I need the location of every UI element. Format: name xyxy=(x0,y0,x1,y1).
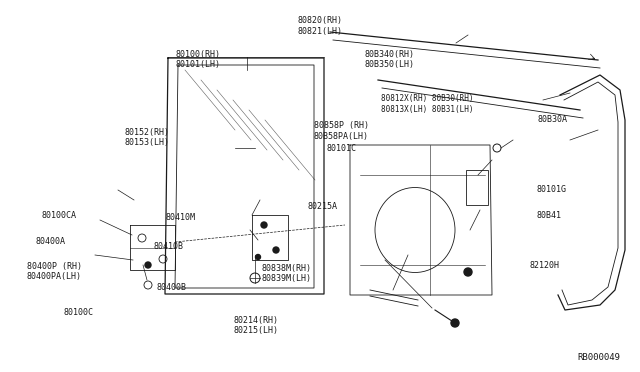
Text: 80400P (RH)
80400PA(LH): 80400P (RH) 80400PA(LH) xyxy=(27,262,82,281)
Text: 80101G: 80101G xyxy=(536,185,566,194)
Text: 80100C: 80100C xyxy=(64,308,94,317)
Text: 80410M: 80410M xyxy=(165,213,195,222)
Text: 80100(RH)
80101(LH): 80100(RH) 80101(LH) xyxy=(176,50,221,69)
Text: 80400B: 80400B xyxy=(157,283,187,292)
Text: 80820(RH)
80821(LH): 80820(RH) 80821(LH) xyxy=(298,16,342,36)
Text: 80838M(RH)
80839M(LH): 80838M(RH) 80839M(LH) xyxy=(261,264,311,283)
Circle shape xyxy=(145,262,151,268)
Text: 80215A: 80215A xyxy=(307,202,337,211)
Text: 80101C: 80101C xyxy=(326,144,356,153)
Circle shape xyxy=(451,319,459,327)
Text: 82120H: 82120H xyxy=(530,262,560,270)
Circle shape xyxy=(261,222,267,228)
Text: 80400A: 80400A xyxy=(35,237,65,246)
Text: 80B41: 80B41 xyxy=(536,211,561,220)
Text: 80B340(RH)
80B350(LH): 80B340(RH) 80B350(LH) xyxy=(365,50,415,69)
Text: 80812X(RH) 80B30(RH)
80813X(LH) 80B31(LH): 80812X(RH) 80B30(RH) 80813X(LH) 80B31(LH… xyxy=(381,94,474,114)
Text: 80152(RH)
80153(LH): 80152(RH) 80153(LH) xyxy=(125,128,170,147)
Circle shape xyxy=(273,247,279,253)
Text: 80100CA: 80100CA xyxy=(42,211,77,220)
Text: 80858P (RH)
80B58PA(LH): 80858P (RH) 80B58PA(LH) xyxy=(314,121,369,141)
Text: 80B30A: 80B30A xyxy=(538,115,568,124)
Circle shape xyxy=(464,268,472,276)
Text: RB000049: RB000049 xyxy=(577,353,620,362)
Text: 80410B: 80410B xyxy=(154,242,184,251)
Circle shape xyxy=(255,254,260,260)
Text: 80214(RH)
80215(LH): 80214(RH) 80215(LH) xyxy=(234,316,278,335)
